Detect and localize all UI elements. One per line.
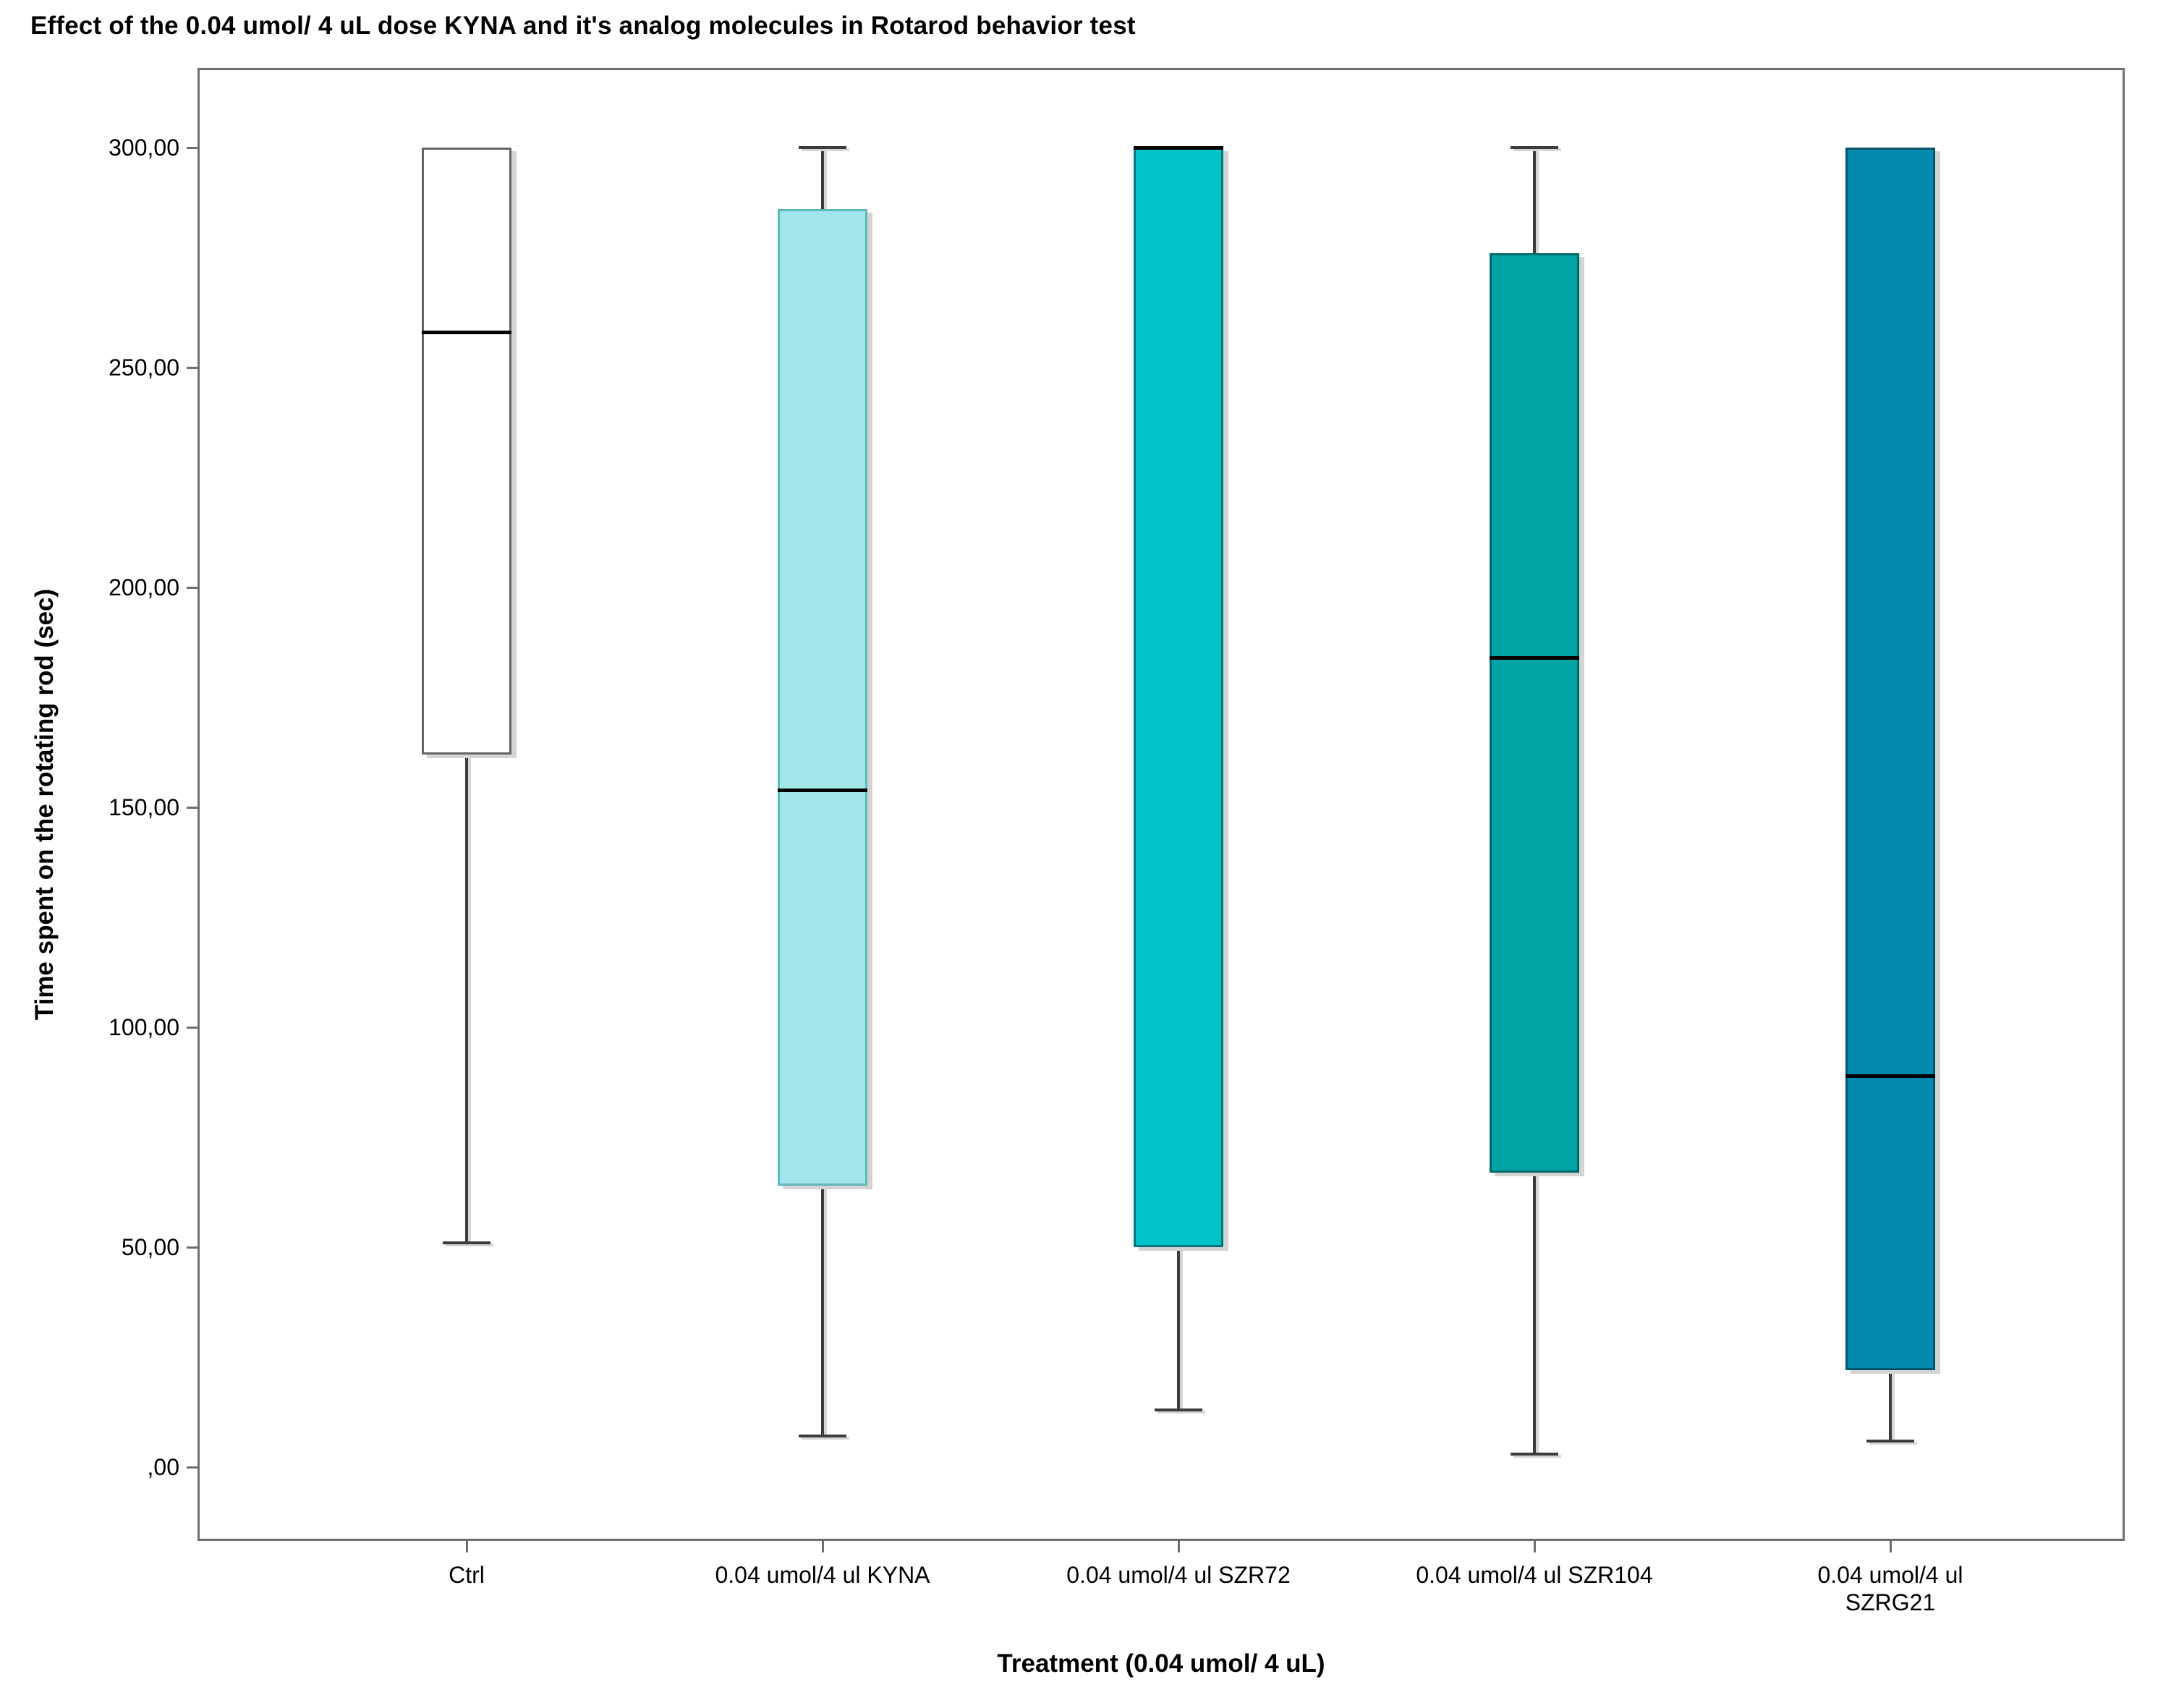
y-tick-mark xyxy=(187,147,197,149)
y-tick-mark xyxy=(187,807,197,809)
median-line xyxy=(422,331,511,335)
y-tick-label: ,00 xyxy=(147,1454,179,1480)
x-tick-mark xyxy=(1178,1541,1180,1552)
box-0-04-umol-4-ul-kyna xyxy=(778,209,867,1186)
x-category-label: 0.04 umol/4 ul SZR72 xyxy=(1066,1562,1291,1588)
box-0-04-umol-4-ul-szr72 xyxy=(1134,148,1223,1247)
y-tick-mark xyxy=(187,1246,197,1249)
y-tick-label: 300,00 xyxy=(109,135,179,161)
median-line xyxy=(778,788,867,792)
box-ctrl xyxy=(422,148,511,755)
lower-whisker-cap xyxy=(1155,1408,1202,1411)
x-tick-mark xyxy=(466,1541,468,1552)
y-tick-label: 250,00 xyxy=(109,354,179,381)
y-tick-mark xyxy=(187,1027,197,1029)
x-tick-mark xyxy=(1890,1541,1892,1552)
lower-whisker-cap xyxy=(799,1435,846,1438)
x-category-label: 0.04 umol/4 ul SZRG21 xyxy=(1817,1562,1963,1615)
lower-whisker-cap xyxy=(443,1241,490,1244)
chart-title: Effect of the 0.04 umol/ 4 uL dose KYNA … xyxy=(30,12,1136,40)
upper-whisker-cap xyxy=(1511,146,1558,149)
lower-whisker-cap xyxy=(1866,1439,1914,1443)
y-tick-label: 150,00 xyxy=(109,794,179,820)
lower-whisker-line xyxy=(1533,1172,1536,1454)
lower-whisker-line xyxy=(821,1185,824,1437)
x-tick-mark xyxy=(1534,1541,1536,1552)
y-tick-label: 200,00 xyxy=(109,574,179,600)
y-tick-mark xyxy=(187,587,197,589)
x-category-label: 0.04 umol/4 ul SZR104 xyxy=(1416,1562,1653,1588)
y-tick-mark xyxy=(187,367,197,369)
y-tick-mark xyxy=(187,1466,197,1469)
box-0-04-umol-4-ul-szrg21 xyxy=(1845,148,1935,1371)
upper-whisker-line xyxy=(1533,148,1536,253)
x-tick-mark xyxy=(822,1541,824,1552)
upper-whisker-cap xyxy=(799,146,846,149)
lower-whisker-line xyxy=(1889,1370,1892,1441)
median-line xyxy=(1134,146,1223,150)
x-axis-title: Treatment (0.04 umol/ 4 uL) xyxy=(997,1649,1325,1678)
x-category-label: Ctrl xyxy=(449,1562,485,1588)
lower-whisker-cap xyxy=(1511,1452,1558,1456)
median-line xyxy=(1490,656,1579,660)
upper-whisker-line xyxy=(821,148,824,210)
lower-whisker-line xyxy=(465,755,468,1243)
x-category-label: 0.04 umol/4 ul KYNA xyxy=(715,1562,930,1588)
median-line xyxy=(1845,1074,1935,1078)
box-0-04-umol-4-ul-szr104 xyxy=(1490,252,1579,1173)
y-tick-label: 50,00 xyxy=(121,1234,179,1260)
y-tick-label: 100,00 xyxy=(109,1014,179,1040)
lower-whisker-line xyxy=(1177,1247,1180,1410)
